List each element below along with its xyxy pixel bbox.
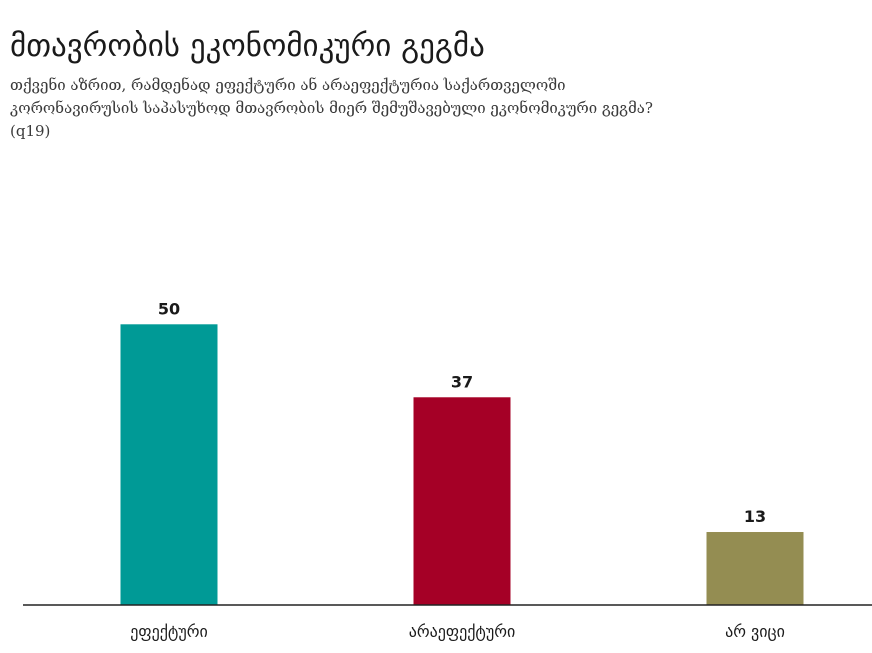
subtitle-line-3: (q19) bbox=[10, 122, 51, 140]
value-label-3: 13 bbox=[744, 507, 766, 526]
value-label-2: 37 bbox=[451, 372, 473, 391]
bars-group bbox=[120, 324, 804, 605]
bar-2 bbox=[413, 397, 511, 605]
category-labels-group: ეფექტური არაეფექტური არ ვიცი bbox=[130, 622, 785, 641]
value-label-1: 50 bbox=[158, 299, 180, 318]
subtitle-line-1: თქვენი აზრით, რამდენად ეფექტური ან არაეფ… bbox=[10, 76, 566, 94]
category-label-1: ეფექტური bbox=[130, 622, 208, 641]
subtitle-line-2: კორონავირუსის საპასუხოდ მთავრობის მიერ შ… bbox=[10, 99, 653, 117]
chart-title: მთავრობის ეკონომიკური გეგმა bbox=[10, 28, 485, 64]
chart-subtitle: თქვენი აზრით, რამდენად ეფექტური ან არაეფ… bbox=[10, 74, 770, 143]
bar-1 bbox=[120, 324, 218, 605]
bar-3 bbox=[706, 532, 804, 605]
category-label-3: არ ვიცი bbox=[725, 622, 785, 641]
value-labels-group: 50 37 13 bbox=[158, 299, 766, 526]
category-label-2: არაეფექტური bbox=[409, 622, 515, 641]
